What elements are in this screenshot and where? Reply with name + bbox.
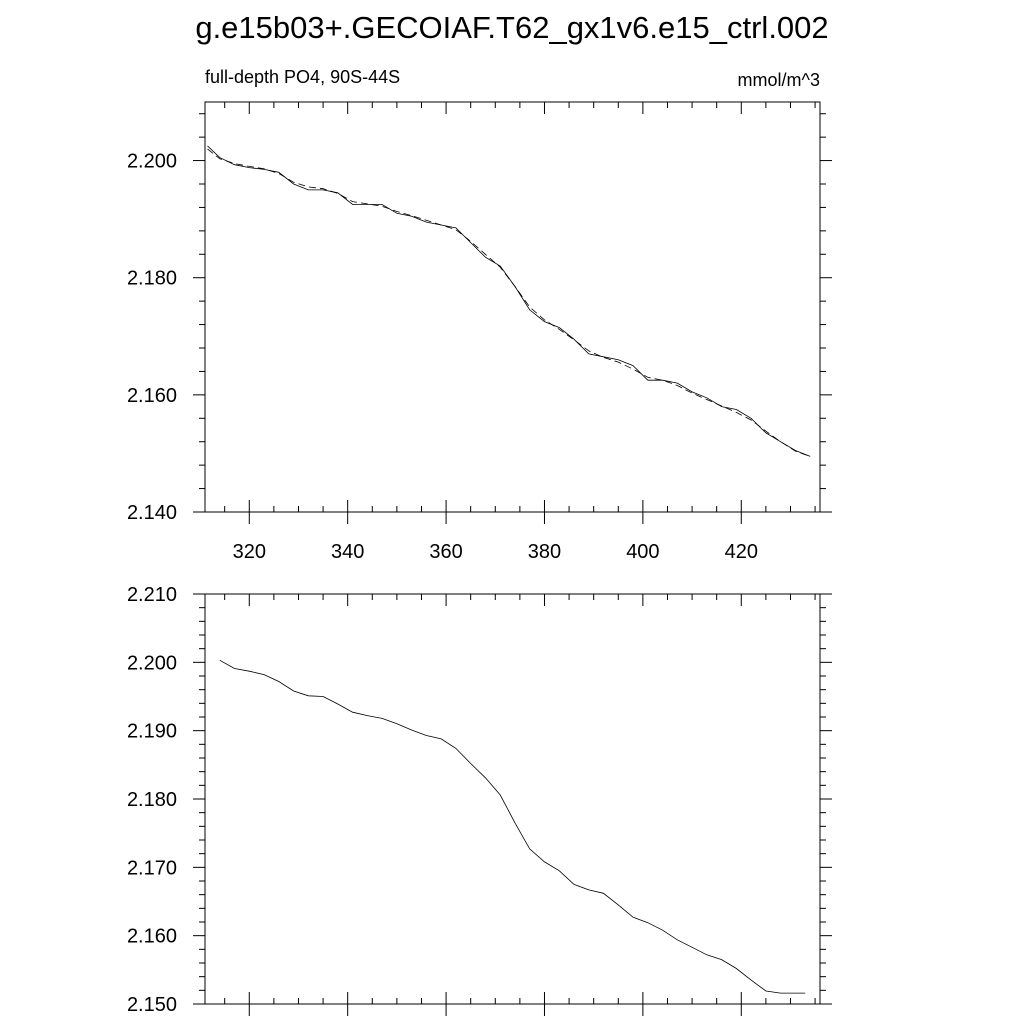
y-tick-label: 2.180 <box>127 268 177 290</box>
y-tick-label: 2.200 <box>127 652 177 674</box>
y-tick-label: 2.180 <box>127 789 177 811</box>
panel-1-series-2-dashed-line <box>207 148 811 457</box>
x-tick-label: 380 <box>528 541 561 563</box>
x-tick-label: 340 <box>331 541 364 563</box>
x-tick-label: 320 <box>233 541 266 563</box>
panel-1-series-1-line <box>207 145 811 457</box>
y-tick-label: 2.170 <box>127 857 177 879</box>
bottom-panel: 2.150 2.160 2.170 2.180 2.190 2.200 2.210 <box>127 584 832 1016</box>
y-tick-label: 2.150 <box>127 994 177 1016</box>
x-tick-label: 400 <box>626 541 659 563</box>
y-tick-label: 2.200 <box>127 151 177 173</box>
top-panel: full-depth PO4, 90S-44S mmol/m^3 320 340 3… <box>127 67 832 563</box>
top-panel-units-label: mmol/m^3 <box>738 70 820 90</box>
figure-title: g.e15b03+.GECOIAF.T62_gx1v6.e15_ctrl.002 <box>195 10 828 45</box>
top-panel-left-string: full-depth PO4, 90S-44S <box>205 67 400 87</box>
panel-2-series-1-line <box>219 659 806 994</box>
top-panel-plot-frame <box>204 101 821 513</box>
y-tick-label: 2.140 <box>127 502 177 524</box>
x-tick-label: 360 <box>429 541 462 563</box>
bottom-panel-plot-frame <box>204 593 821 1005</box>
y-tick-label: 2.160 <box>127 926 177 948</box>
y-tick-label: 2.210 <box>127 584 177 606</box>
y-tick-label: 2.160 <box>127 385 177 407</box>
y-tick-label: 2.190 <box>127 721 177 743</box>
x-tick-label: 420 <box>725 541 758 563</box>
